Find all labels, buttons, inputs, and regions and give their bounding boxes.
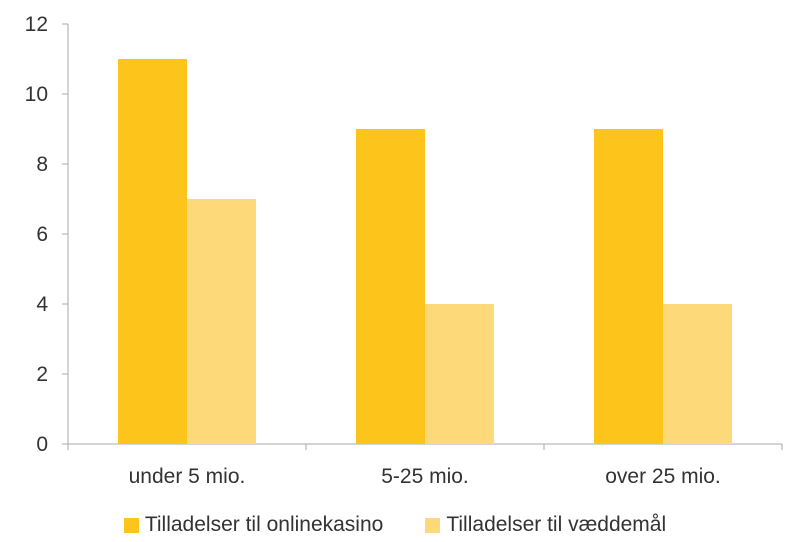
y-tick-label: 8 bbox=[36, 153, 48, 176]
bar-onlinekasino bbox=[118, 59, 187, 444]
y-tick-label: 6 bbox=[36, 223, 48, 246]
x-category-label: under 5 mio. bbox=[129, 465, 246, 488]
bar-onlinekasino bbox=[356, 129, 425, 444]
y-tick-label: 0 bbox=[36, 433, 48, 456]
bar-onlinekasino bbox=[594, 129, 663, 444]
y-tick-label: 10 bbox=[25, 83, 48, 106]
bar-vaeddemaal bbox=[425, 304, 494, 444]
legend-item-vaeddemaal: Tilladelser til væddemål bbox=[425, 513, 666, 537]
y-tick-label: 4 bbox=[36, 293, 48, 316]
bar-vaeddemaal bbox=[187, 199, 256, 444]
y-tick-label: 2 bbox=[36, 363, 48, 386]
legend-item-onlinekasino: Tilladelser til onlinekasino bbox=[123, 513, 384, 537]
legend-swatch-onlinekasino bbox=[123, 517, 139, 533]
legend-label-vaeddemaal: Tilladelser til væddemål bbox=[446, 513, 667, 536]
legend-swatch-vaeddemaal bbox=[425, 517, 441, 533]
y-tick-label: 12 bbox=[25, 13, 48, 36]
x-category-label: 5-25 mio. bbox=[381, 465, 469, 488]
x-category-label: over 25 mio. bbox=[605, 465, 721, 488]
bar-vaeddemaal bbox=[663, 304, 732, 444]
legend: Tilladelser til onlinekasino Tilladelser… bbox=[0, 508, 790, 542]
legend-label-onlinekasino: Tilladelser til onlinekasino bbox=[144, 513, 384, 536]
